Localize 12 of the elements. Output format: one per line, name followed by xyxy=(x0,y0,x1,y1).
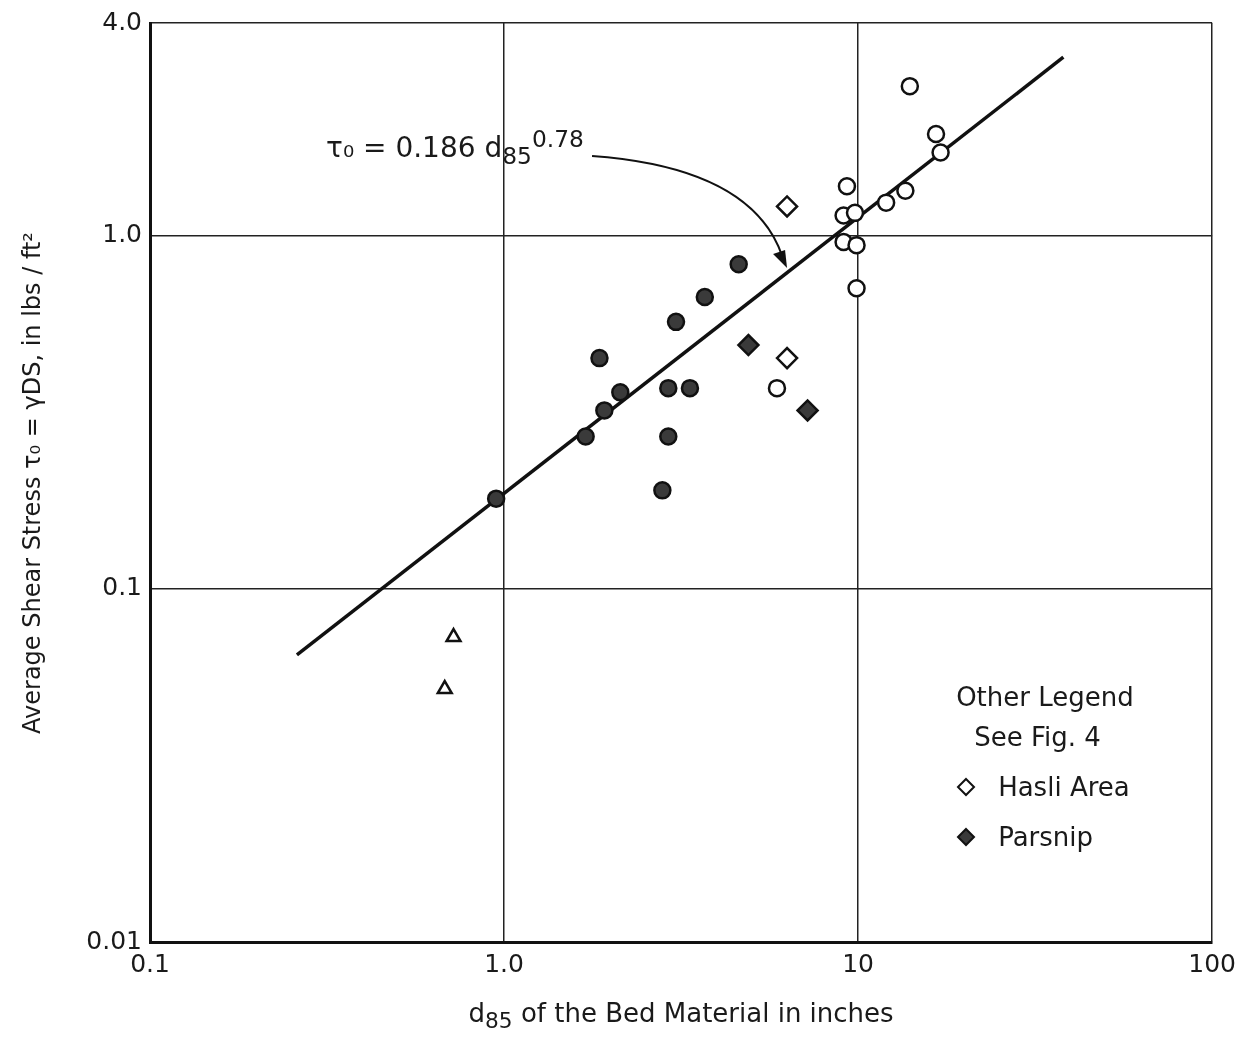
legend-label: Hasli Area xyxy=(998,772,1130,802)
annotation: Other Legend xyxy=(956,682,1134,712)
y-tick-label: 0.1 xyxy=(102,572,142,602)
legend-label: Parsnip xyxy=(998,822,1094,852)
y-tick-label: 4.0 xyxy=(102,6,142,36)
y-axis-title: Average Shear Stress τ₀ = γDS, in lbs / ft² xyxy=(17,231,46,734)
annotation: See Fig. 4 xyxy=(973,722,1102,752)
x-axis-title: d$_{85}$ of the Bed Material in inches xyxy=(468,998,894,1034)
y-tick-label: 1.0 xyxy=(102,219,142,249)
x-tick-label: 1.0 xyxy=(484,948,524,978)
x-tick-label: 100 xyxy=(1188,948,1236,978)
x-tick-label: 10 xyxy=(842,948,874,978)
